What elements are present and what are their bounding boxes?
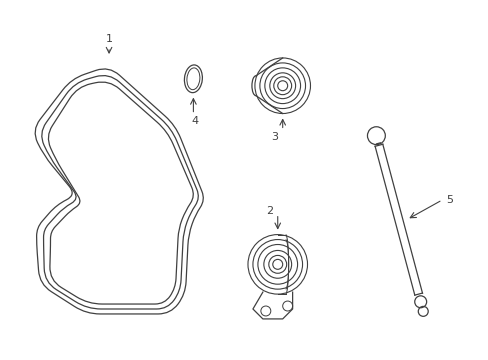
Text: 5: 5 [446,195,452,205]
Text: 4: 4 [191,117,199,126]
Text: 3: 3 [271,132,278,142]
Text: 2: 2 [265,206,273,216]
Text: 1: 1 [105,34,112,44]
